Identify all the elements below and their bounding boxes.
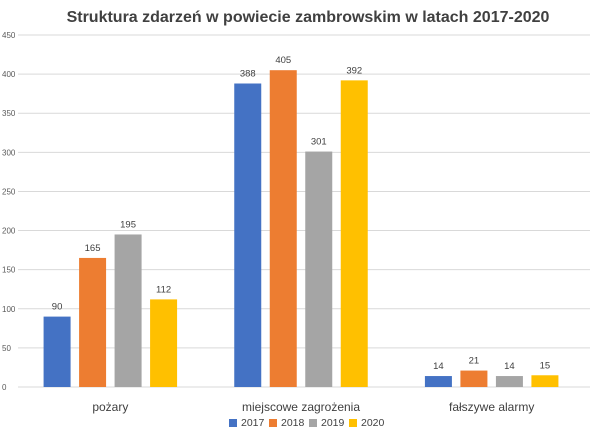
gridlines (18, 34, 590, 388)
data-label: 388 (240, 68, 256, 79)
y-tick-label: 450 (2, 31, 16, 40)
y-tick-label: 250 (2, 187, 16, 196)
legend-swatch (349, 419, 357, 427)
y-tick-label: 200 (2, 227, 16, 236)
data-label: 15 (540, 360, 551, 371)
data-labels: 90 165 195 112 388 405 301 392 14 21 14 15 (52, 55, 550, 372)
y-tick-label: 400 (2, 70, 16, 79)
bar-2020-2 (531, 375, 559, 387)
bars (43, 70, 559, 388)
x-category-label: pożary (92, 400, 128, 414)
legend-label: 2017 (241, 417, 265, 429)
bar-2017-1 (234, 83, 262, 388)
bar-2018-1 (269, 70, 297, 387)
bar-2017-0 (43, 316, 71, 387)
legend-item-2019: 2019 (309, 417, 345, 429)
data-label: 14 (504, 361, 515, 372)
bar-2018-2 (460, 370, 488, 387)
bar-2020-1 (340, 80, 368, 387)
legend-swatch (269, 419, 277, 427)
bar-2019-2 (495, 376, 523, 387)
y-tick-label: 0 (2, 383, 7, 392)
x-category-label: miejscowe zagrożenia (242, 400, 360, 414)
data-label: 21 (469, 356, 480, 367)
data-label: 405 (275, 55, 291, 66)
bar-2020-0 (150, 299, 178, 387)
data-label: 195 (120, 219, 136, 230)
chart-title: Struktura zdarzeń w powiecie zambrowskim… (67, 9, 550, 26)
y-tick-label: 100 (2, 305, 16, 314)
data-label: 14 (433, 361, 444, 372)
legend-swatch (309, 419, 317, 427)
legend: 2017 2018 2019 2020 (229, 417, 385, 429)
bar-2019-1 (305, 151, 333, 387)
legend-item-2018: 2018 (269, 417, 305, 429)
legend-swatch (229, 419, 237, 427)
bar-2019-0 (114, 234, 142, 387)
bar-2018-0 (79, 257, 107, 387)
legend-label: 2019 (321, 417, 345, 429)
y-tick-label: 350 (2, 109, 16, 118)
y-tick-label: 300 (2, 148, 16, 157)
y-axis-ticks: 0 50 100 150 200 250 300 350 400 450 (2, 31, 16, 392)
bar-2017-2 (424, 376, 452, 387)
y-tick-label: 150 (2, 266, 16, 275)
x-category-label: fałszywe alarmy (449, 400, 534, 414)
data-label: 165 (85, 243, 101, 254)
data-label: 112 (156, 284, 171, 295)
y-tick-label: 50 (2, 344, 11, 353)
legend-label: 2020 (361, 417, 385, 429)
data-label: 301 (311, 137, 327, 148)
x-axis-categories: pożary miejscowe zagrożenia fałszywe alarm… (92, 400, 534, 414)
legend-item-2020: 2020 (349, 417, 385, 429)
data-label: 392 (346, 65, 362, 76)
legend-label: 2018 (281, 417, 305, 429)
data-label: 90 (52, 302, 63, 313)
legend-item-2017: 2017 (229, 417, 265, 429)
